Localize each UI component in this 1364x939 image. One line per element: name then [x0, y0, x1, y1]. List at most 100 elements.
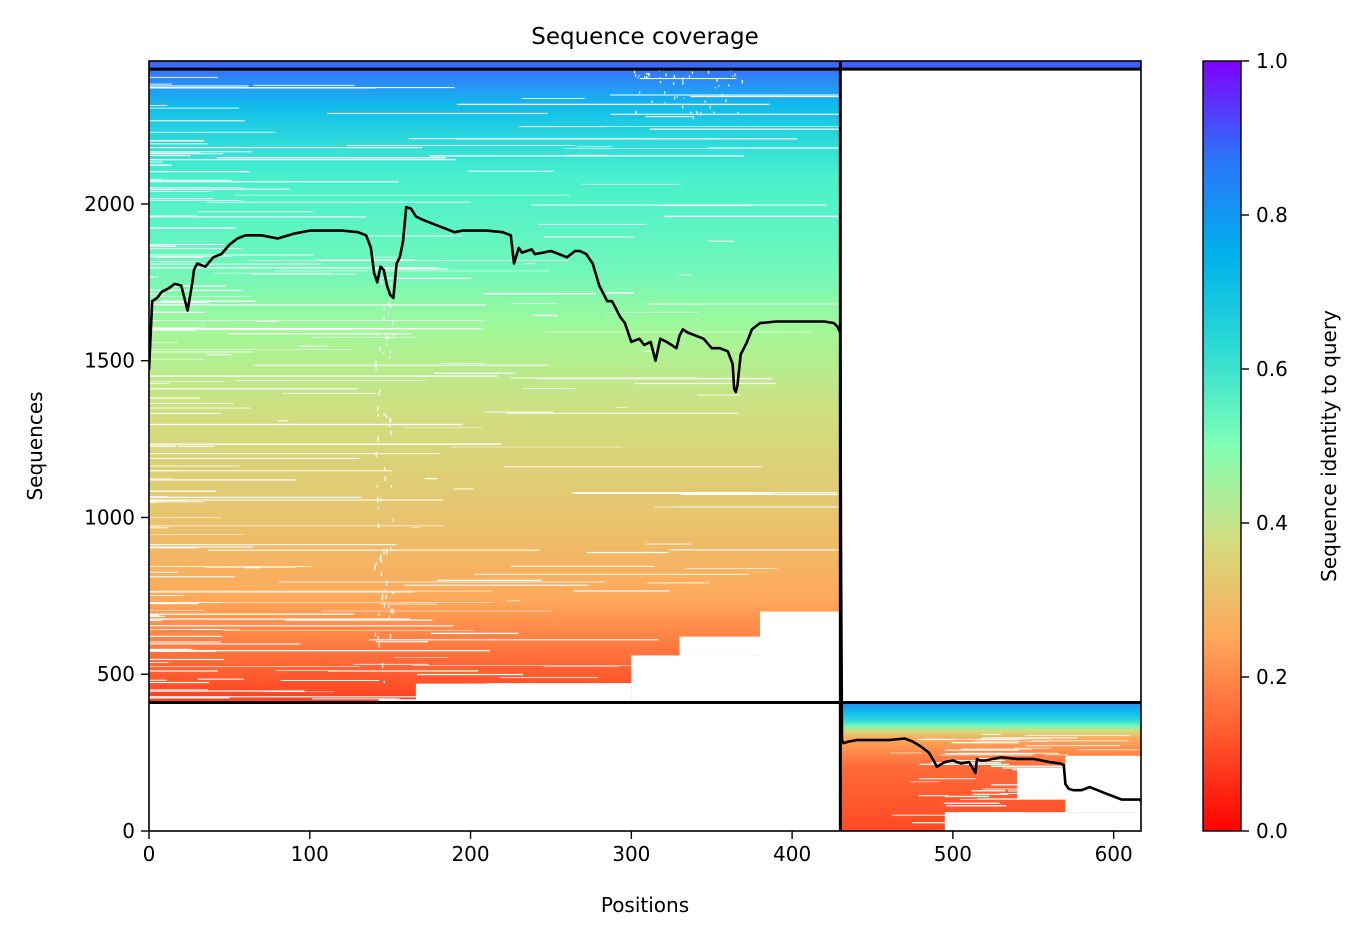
gap — [149, 187, 243, 189]
gap — [940, 754, 1033, 756]
gap — [645, 543, 692, 545]
gap — [468, 170, 554, 172]
gap — [530, 204, 827, 206]
gap — [383, 549, 385, 555]
gap — [1065, 755, 1141, 813]
gap — [196, 211, 314, 213]
gap — [149, 248, 243, 250]
gap — [149, 164, 172, 166]
gap — [250, 273, 357, 275]
gap — [149, 159, 457, 161]
gap — [149, 328, 352, 330]
x-axis: 0 100 200 300 400 500 600 — [143, 831, 1133, 866]
gap — [149, 330, 196, 332]
gap — [704, 100, 706, 103]
gap — [214, 272, 332, 274]
coverage-heatmap — [149, 61, 1141, 831]
gap — [984, 817, 1070, 819]
gap — [606, 292, 634, 294]
coverage-line — [149, 205, 1141, 803]
gap — [990, 784, 1026, 786]
gap — [378, 643, 380, 648]
gap — [149, 311, 206, 313]
gap — [149, 547, 199, 549]
gap — [149, 590, 493, 592]
gap — [149, 181, 399, 183]
gap — [257, 320, 278, 322]
y-axis: 0 500 1000 1500 2000 — [84, 192, 149, 843]
gap — [377, 636, 379, 639]
gap — [716, 78, 718, 82]
gap — [483, 292, 596, 295]
gap — [668, 549, 841, 551]
colorbar-label: Sequence identity to query — [1317, 310, 1341, 582]
gap — [544, 331, 812, 333]
gap — [573, 590, 670, 592]
x-tick-label: 0 — [143, 842, 156, 866]
gap — [741, 79, 743, 84]
gap — [672, 82, 675, 86]
gap — [278, 420, 289, 422]
gap — [235, 380, 426, 382]
gap — [909, 781, 941, 783]
gap — [149, 402, 234, 404]
gap — [503, 466, 763, 468]
gap — [149, 625, 162, 627]
x-tick-label: 500 — [934, 842, 972, 866]
gap — [543, 666, 621, 667]
gap — [518, 126, 608, 128]
gap — [379, 346, 382, 352]
gap — [380, 280, 382, 284]
gap — [375, 360, 377, 365]
gap — [635, 382, 776, 385]
gap — [149, 276, 158, 278]
gap — [207, 201, 471, 203]
gap — [149, 502, 158, 504]
gap — [149, 215, 198, 217]
heatmap-paired-top-strip — [840, 61, 1141, 70]
gap — [1060, 820, 1103, 822]
gap — [149, 200, 243, 201]
gap — [586, 551, 669, 554]
gap — [375, 366, 377, 371]
gap — [149, 87, 376, 89]
gap — [197, 678, 244, 680]
gap — [170, 285, 226, 287]
gap — [1006, 821, 1116, 823]
gap — [149, 602, 493, 603]
gap — [390, 282, 392, 285]
colorbar-tick-label: 0.8 — [1256, 203, 1288, 227]
gap — [624, 692, 841, 694]
gap — [328, 670, 479, 672]
gap — [280, 679, 380, 681]
gap — [631, 655, 841, 703]
colorbar-tick-label: 0.0 — [1256, 819, 1288, 843]
chart-title: Sequence coverage — [531, 24, 759, 50]
gap — [1014, 747, 1052, 749]
gap — [149, 358, 205, 360]
y-axis-label: Sequences — [23, 391, 47, 500]
gap — [959, 798, 1021, 800]
gap — [646, 303, 841, 305]
gap — [417, 673, 524, 676]
gap — [392, 608, 394, 614]
x-tick-label: 100 — [291, 842, 329, 866]
gap — [237, 443, 318, 445]
gap — [149, 525, 444, 527]
gap — [1077, 749, 1140, 751]
gap — [941, 738, 1030, 740]
gap — [453, 488, 475, 490]
gap — [264, 691, 335, 693]
gap — [311, 698, 395, 700]
gap — [403, 427, 482, 429]
gap — [383, 316, 385, 322]
gap — [192, 629, 241, 631]
gap — [388, 300, 390, 306]
gap — [149, 190, 212, 192]
gap — [149, 407, 251, 409]
gap — [149, 188, 290, 190]
y-tick-label: 0 — [122, 819, 135, 843]
gap — [642, 350, 657, 352]
gap — [524, 263, 535, 265]
gap — [951, 741, 1019, 744]
